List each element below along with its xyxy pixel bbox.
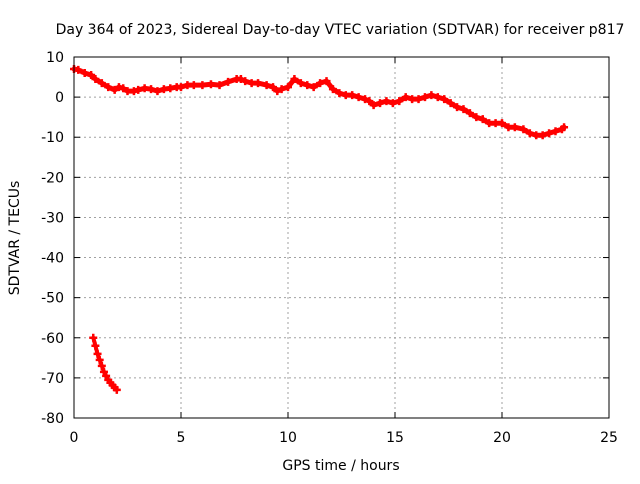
data-point bbox=[519, 125, 528, 134]
x-tick-label: 15 bbox=[386, 430, 404, 446]
y-tick-label: 10 bbox=[46, 50, 64, 66]
data-point bbox=[369, 101, 378, 110]
data-point bbox=[545, 129, 554, 138]
data-point bbox=[420, 93, 429, 102]
data-point bbox=[560, 123, 569, 132]
data-point bbox=[104, 83, 113, 92]
chart-title: Day 364 of 2023, Sidereal Day-to-day VTE… bbox=[56, 22, 625, 38]
tick-layer: 0 5 10 15 20 25 10 0 -10 -20 -30 -40 -50 -60 -70 -80 bbox=[41, 50, 618, 446]
data-point bbox=[427, 91, 436, 100]
data-point bbox=[97, 361, 106, 370]
y-tick-label: -50 bbox=[41, 291, 64, 307]
x-tick-label: 5 bbox=[177, 430, 186, 446]
plot-frame bbox=[73, 56, 610, 419]
y-tick-label: -40 bbox=[41, 251, 64, 267]
data-point bbox=[277, 85, 286, 94]
data-point bbox=[478, 115, 487, 124]
data-point bbox=[376, 99, 385, 108]
data-point bbox=[498, 119, 506, 128]
data-point bbox=[273, 87, 282, 96]
y-tick-label: -10 bbox=[41, 130, 64, 146]
data-point bbox=[91, 341, 100, 350]
data-point bbox=[472, 113, 481, 122]
data-point bbox=[510, 123, 519, 132]
data-point bbox=[322, 77, 331, 86]
data-point bbox=[215, 81, 224, 90]
grid-layer bbox=[74, 57, 609, 418]
data-point bbox=[269, 83, 278, 92]
data-point bbox=[147, 85, 156, 94]
data-point bbox=[97, 79, 106, 88]
data-point bbox=[328, 85, 337, 94]
data-point bbox=[361, 95, 370, 104]
x-axis-label: GPS time / hours bbox=[282, 458, 399, 474]
data-point bbox=[440, 95, 449, 104]
data-point bbox=[206, 80, 215, 89]
data-point bbox=[87, 71, 96, 80]
data-point bbox=[91, 75, 100, 84]
data-point bbox=[254, 79, 263, 88]
data-point bbox=[102, 371, 111, 380]
y-tick-label: -70 bbox=[41, 371, 64, 387]
data-point bbox=[99, 367, 108, 376]
x-tick-label: 0 bbox=[70, 430, 79, 446]
data-point bbox=[74, 65, 83, 74]
data-point bbox=[198, 81, 207, 90]
data-point bbox=[551, 127, 560, 136]
y-tick-label: -30 bbox=[41, 210, 64, 226]
data-point bbox=[525, 129, 534, 138]
data-point bbox=[414, 95, 423, 104]
data-point bbox=[365, 97, 374, 106]
data-point bbox=[453, 103, 462, 112]
data-point bbox=[316, 79, 325, 88]
data-point bbox=[303, 81, 312, 90]
data-point bbox=[290, 75, 299, 84]
data-point bbox=[236, 75, 245, 84]
data-point bbox=[309, 83, 318, 92]
data-point bbox=[110, 85, 119, 94]
data-point bbox=[241, 77, 250, 86]
data-point bbox=[284, 83, 292, 92]
data-point bbox=[224, 77, 233, 86]
data-point bbox=[112, 385, 121, 394]
data-point bbox=[388, 99, 397, 108]
data-point bbox=[177, 83, 185, 92]
y-tick-label: -20 bbox=[41, 170, 64, 186]
data-point bbox=[348, 91, 357, 100]
x-tick-label: 20 bbox=[493, 430, 511, 446]
data-point bbox=[95, 355, 104, 364]
data-point bbox=[446, 99, 455, 108]
data-point bbox=[93, 349, 102, 358]
data-layer bbox=[70, 65, 569, 394]
data-point bbox=[433, 93, 442, 102]
data-point bbox=[335, 89, 344, 98]
data-point bbox=[354, 93, 363, 102]
data-point bbox=[296, 79, 305, 88]
data-point bbox=[119, 84, 128, 93]
data-point bbox=[465, 109, 474, 118]
data-point bbox=[134, 85, 143, 94]
data-point bbox=[80, 69, 89, 78]
x-tick-label: 10 bbox=[279, 430, 297, 446]
data-point bbox=[189, 81, 198, 90]
data-point bbox=[459, 105, 468, 114]
data-point bbox=[262, 81, 271, 90]
y-tick-label: 0 bbox=[55, 90, 64, 106]
data-point bbox=[89, 333, 98, 342]
data-point bbox=[395, 97, 404, 106]
data-point bbox=[153, 87, 162, 96]
y-tick-label: -60 bbox=[41, 331, 64, 347]
data-point bbox=[401, 93, 410, 102]
data-point bbox=[538, 131, 547, 140]
y-axis-label: SDTVAR / TECUs bbox=[7, 181, 23, 296]
x-tick-label: 25 bbox=[600, 430, 618, 446]
y-tick-label: -80 bbox=[41, 411, 64, 427]
series-band bbox=[71, 66, 567, 138]
data-point bbox=[382, 97, 391, 106]
